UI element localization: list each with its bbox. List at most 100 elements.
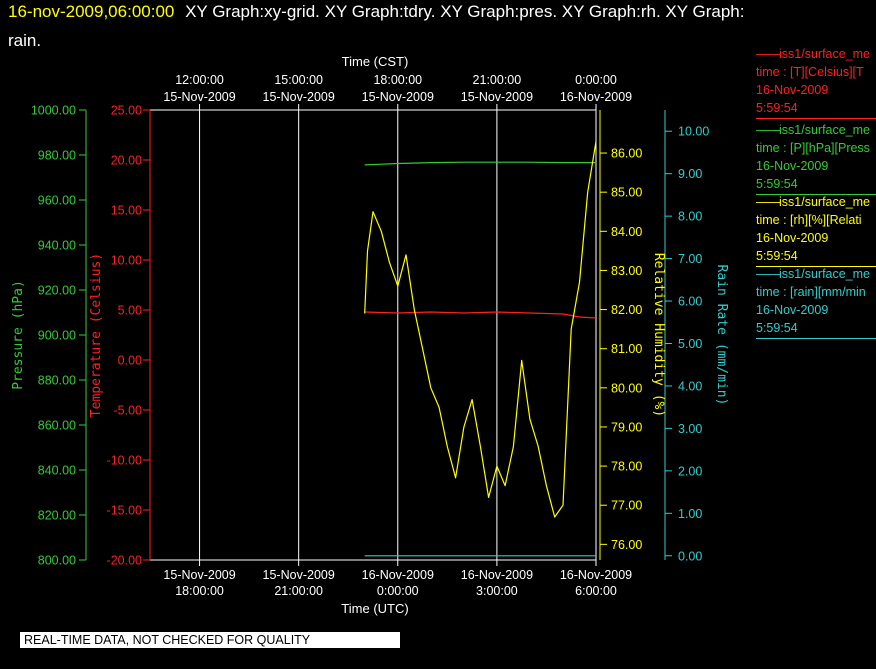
header-graph-titles: XY Graph:xy-grid. XY Graph:tdry. XY Grap… — [185, 2, 745, 21]
legend-series-date: 16-Nov-2009 — [756, 159, 829, 173]
legend-series-field: time : [P][hPa][Press — [756, 141, 870, 155]
x-tick-label-date: 16-Nov-2009 — [362, 568, 434, 582]
rain-tick-label: 2.00 — [678, 464, 702, 478]
top-x-tick-label-date: 16-Nov-2009 — [560, 90, 632, 104]
rain-tick-label: 4.00 — [678, 379, 702, 393]
rain-tick-label: 0.00 — [678, 549, 702, 563]
pressure-series-line — [364, 161, 596, 166]
humidity-series-line — [364, 141, 597, 518]
pressure-axis-title: Pressure (hPa) — [11, 280, 26, 390]
x-tick-label-date: 16-Nov-2009 — [461, 568, 533, 582]
label-layer: 15-Nov-2009 18:00:00 15-Nov-2009 21:00:00 16… — [11, 54, 729, 616]
top-x-tick-label-date: 15-Nov-2009 — [461, 90, 533, 104]
pressure-tick-label: 980.00 — [38, 149, 76, 163]
legend-series-field: time : [T][Celsius][T — [756, 65, 864, 79]
top-x-tick-label-time: 21:00:00 — [473, 73, 522, 87]
rain-tick-label: 6.00 — [678, 295, 702, 309]
x-tick-label-date: 15-Nov-2009 — [163, 568, 235, 582]
legend-series-name: ——iss1/surface_me — [756, 47, 871, 61]
legend-separator — [756, 118, 876, 119]
rain-tick-label: 7.00 — [678, 252, 702, 266]
legend-entry-pressure: ——iss1/surface_me time : [P][hPa][Press … — [756, 121, 876, 195]
x-axis-label: Time (UTC) — [341, 601, 408, 616]
temperature-series-line — [364, 311, 597, 319]
legend-entry-temperature: ——iss1/surface_me time : [T][Celsius][T … — [756, 45, 876, 119]
header-line-2: rain. — [8, 31, 41, 51]
humidity-tick-label: 80.00 — [611, 381, 642, 395]
temperature-tick-label: 0.00 — [118, 354, 142, 368]
top-x-tick-label-time: 12:00:00 — [175, 73, 224, 87]
top-x-tick-label-date: 15-Nov-2009 — [362, 90, 434, 104]
temperature-tick-label: 20.00 — [111, 154, 142, 168]
humidity-tick-label: 81.00 — [611, 342, 642, 356]
rain-axis-title: Rain Rate (mm/min) — [714, 265, 729, 406]
legend-series-date: 16-Nov-2009 — [756, 303, 829, 317]
temperature-tick-label: -5.00 — [114, 404, 143, 418]
pressure-tick-label: 860.00 — [38, 419, 76, 433]
plot-frame — [149, 109, 597, 561]
legend-series-date: 16-Nov-2009 — [756, 83, 829, 97]
top-x-tick-label-time: 0:00:00 — [575, 73, 617, 87]
pressure-tick-label: 960.00 — [38, 194, 76, 208]
temperature-tick-label: -20.00 — [107, 554, 142, 568]
rain-tick-label: 8.00 — [678, 210, 702, 224]
data-quality-banner: REAL-TIME DATA, NOT CHECKED FOR QUALITY — [20, 632, 400, 648]
temperature-tick-label: -15.00 — [107, 504, 142, 518]
header-graph-titles-continued: rain. — [8, 31, 42, 50]
humidity-tick-label: 82.00 — [611, 303, 642, 317]
header-line-1: 16-nov-2009,06:00:00 XY Graph:xy-grid. X… — [8, 2, 744, 22]
legend-series-time: 5:59:54 — [756, 249, 798, 263]
rain-tick-label: 9.00 — [678, 167, 702, 181]
rain-tick-label: 10.00 — [678, 125, 709, 139]
top-x-tick-label-date: 15-Nov-2009 — [263, 90, 335, 104]
legend-entry-rain: ——iss1/surface_me time : [rain][mm/min 1… — [756, 265, 876, 339]
x-tick-label-date: 15-Nov-2009 — [263, 568, 335, 582]
temperature-tick-label: 5.00 — [118, 304, 142, 318]
humidity-tick-label: 83.00 — [611, 264, 642, 278]
legend-separator — [756, 194, 876, 195]
x-tick-label-time: 18:00:00 — [175, 584, 224, 598]
temperature-tick-label: 15.00 — [111, 204, 142, 218]
x-tick-label-date: 16-Nov-2009 — [560, 568, 632, 582]
humidity-tick-label: 86.00 — [611, 147, 642, 161]
x-tick-label-time: 21:00:00 — [274, 584, 323, 598]
pressure-tick-label: 840.00 — [38, 464, 76, 478]
temperature-tick-label: 10.00 — [111, 254, 142, 268]
rain-tick-label: 1.00 — [678, 507, 702, 521]
humidity-tick-label: 84.00 — [611, 225, 642, 239]
legend-separator — [756, 266, 876, 267]
top-x-tick-label-time: 15:00:00 — [274, 73, 323, 87]
legend-separator — [756, 338, 876, 339]
legend-series-field: time : [rain][mm/min — [756, 285, 866, 299]
legend-series-name: ——iss1/surface_me — [756, 195, 871, 209]
legend-series-name: ——iss1/surface_me — [756, 123, 871, 137]
humidity-tick-label: 85.00 — [611, 186, 642, 200]
x-tick-label-time: 0:00:00 — [377, 584, 419, 598]
series-layer — [364, 141, 597, 557]
temperature-tick-label: -10.00 — [107, 454, 142, 468]
legend-series-time: 5:59:54 — [756, 101, 798, 115]
rain-tick-label: 3.00 — [678, 422, 702, 436]
temperature-axis-title: Temperature (Celsius) — [89, 253, 104, 417]
pressure-tick-label: 880.00 — [38, 374, 76, 388]
legend-entry-humidity: ——iss1/surface_me time : [rh][%][Relati … — [756, 193, 876, 267]
pressure-tick-label: 820.00 — [38, 509, 76, 523]
legend-series-name: ——iss1/surface_me — [756, 267, 871, 281]
humidity-tick-label: 79.00 — [611, 420, 642, 434]
legend-series-field: time : [rh][%][Relati — [756, 213, 862, 227]
header-timestamp: 16-nov-2009,06:00:00 — [8, 2, 175, 21]
temperature-tick-label: 25.00 — [111, 104, 142, 118]
rain-tick-label: 5.00 — [678, 337, 702, 351]
top-x-tick-label-time: 18:00:00 — [373, 73, 422, 87]
humidity-tick-label: 77.00 — [611, 499, 642, 513]
axes-layer — [79, 104, 672, 566]
pressure-tick-label: 900.00 — [38, 329, 76, 343]
humidity-tick-label: 76.00 — [611, 538, 642, 552]
humidity-axis-title: Relative Humidity (%) — [651, 253, 666, 417]
pressure-tick-label: 920.00 — [38, 284, 76, 298]
humidity-tick-label: 78.00 — [611, 460, 642, 474]
x-tick-label-time: 6:00:00 — [575, 584, 617, 598]
grid-layer — [199, 110, 597, 560]
top-x-axis-label: Time (CST) — [342, 54, 409, 69]
